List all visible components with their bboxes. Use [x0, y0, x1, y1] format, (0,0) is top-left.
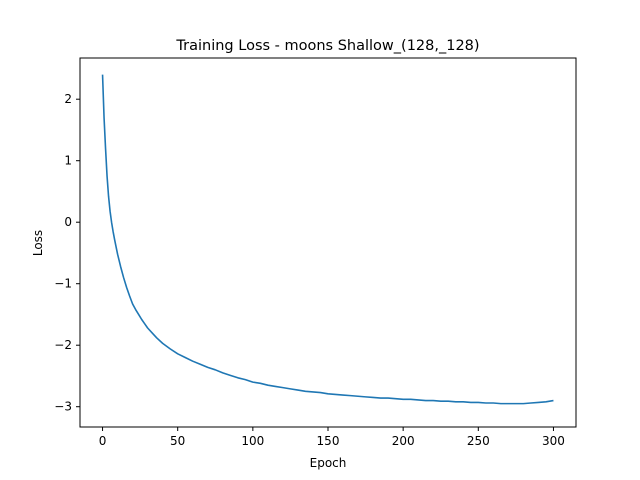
x-tick-label: 100 — [241, 434, 264, 448]
x-tick-label: 50 — [170, 434, 185, 448]
plot-frame — [79, 57, 577, 428]
x-tick-label: 150 — [317, 434, 340, 448]
y-axis-label: Loss — [31, 230, 45, 256]
y-tick-label: 2 — [64, 92, 72, 106]
y-tick-label: −2 — [54, 338, 72, 352]
y-tick-label: 1 — [64, 154, 72, 168]
x-tick-label: 300 — [542, 434, 565, 448]
x-tick-label: 0 — [99, 434, 107, 448]
loss-series-line — [101, 74, 554, 405]
y-tick-label: −1 — [54, 277, 72, 291]
chart-title: Training Loss - moons Shallow_(128,_128) — [175, 38, 479, 54]
x-tick-label: 200 — [392, 434, 415, 448]
y-tick-label: −3 — [54, 400, 72, 414]
x-tick-label: 250 — [467, 434, 490, 448]
x-axis-label: Epoch — [310, 456, 347, 470]
y-tick-label: 0 — [64, 215, 72, 229]
